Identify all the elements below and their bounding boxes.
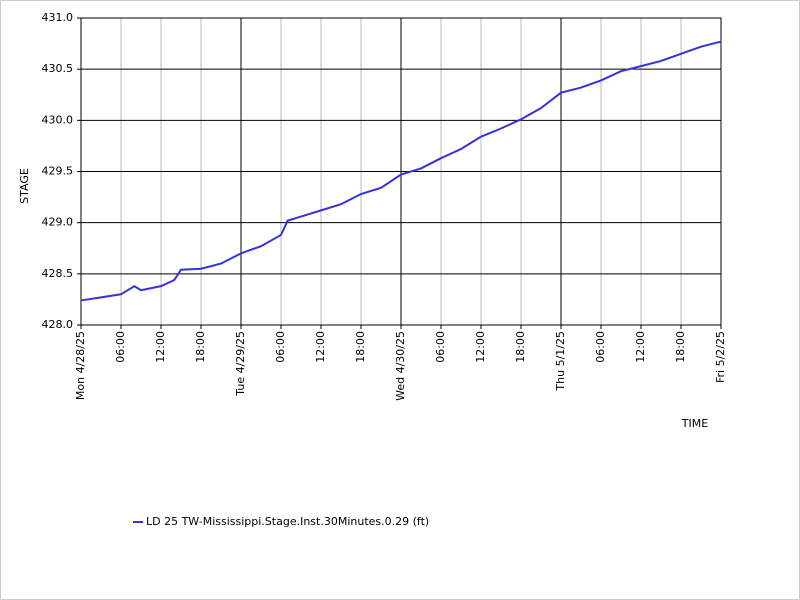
x-tick-label: 18:00 xyxy=(674,331,687,363)
x-tick-label: 12:00 xyxy=(314,331,327,363)
y-tick-label: 428.5 xyxy=(42,267,74,280)
x-tick-label: 06:00 xyxy=(114,331,127,363)
x-axis-label: TIME xyxy=(681,417,708,430)
x-tick-label: Thu 5/1/25 xyxy=(554,331,567,392)
x-tick-label: 06:00 xyxy=(274,331,287,363)
x-tick-label: Tue 4/29/25 xyxy=(234,331,247,397)
data-line xyxy=(80,40,722,302)
legend-label: LD 25 TW-Mississippi.Stage.Inst.30Minute… xyxy=(146,515,429,528)
y-tick-label: 429.5 xyxy=(42,165,74,178)
x-tick-label: 12:00 xyxy=(634,331,647,363)
y-tick-label: 430.0 xyxy=(42,113,74,126)
y-tick-label: 431.0 xyxy=(42,11,74,24)
x-tick-label: Wed 4/30/25 xyxy=(394,331,407,401)
x-tick-label: 18:00 xyxy=(194,331,207,363)
y-tick-label: 429.0 xyxy=(42,216,74,229)
y-tick-label: 430.5 xyxy=(42,62,74,75)
x-tick-label: 18:00 xyxy=(514,331,527,363)
x-tick-label: 12:00 xyxy=(154,331,167,363)
x-tick-label: Fri 5/2/25 xyxy=(714,331,727,383)
x-tick-label: 06:00 xyxy=(434,331,447,363)
y-axis-label: STAGE xyxy=(18,168,31,204)
plot-border xyxy=(80,17,722,326)
x-tick-label: Mon 4/28/25 xyxy=(74,331,87,400)
y-tick-label: 428.0 xyxy=(42,318,74,331)
x-tick-label: 12:00 xyxy=(474,331,487,363)
x-tick-label: 06:00 xyxy=(594,331,607,363)
x-tick-label: 18:00 xyxy=(354,331,367,363)
